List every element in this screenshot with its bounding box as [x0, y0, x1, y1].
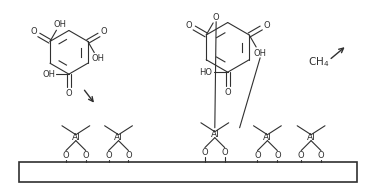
Text: O: O — [222, 148, 228, 157]
Text: O: O — [186, 21, 192, 30]
Text: OH: OH — [43, 70, 56, 79]
Text: O: O — [66, 88, 72, 97]
Text: O: O — [318, 151, 324, 160]
Text: OH: OH — [254, 49, 266, 58]
Text: O: O — [298, 151, 304, 160]
Text: O: O — [254, 151, 261, 160]
Text: O: O — [125, 151, 132, 160]
Text: OH: OH — [91, 54, 104, 63]
Text: O: O — [201, 148, 208, 157]
Text: OH: OH — [53, 20, 67, 29]
Text: O: O — [225, 88, 231, 96]
Text: Al: Al — [71, 133, 80, 142]
Text: O: O — [30, 27, 37, 36]
Text: CH$_4$: CH$_4$ — [308, 55, 330, 69]
Text: O: O — [105, 151, 112, 160]
Text: Al: Al — [211, 130, 219, 139]
Text: O: O — [101, 27, 107, 36]
Text: O: O — [63, 151, 69, 160]
Text: O: O — [213, 13, 220, 22]
Bar — [19, 163, 357, 182]
Text: Al: Al — [114, 133, 123, 142]
Text: Al: Al — [263, 133, 272, 142]
Text: O: O — [82, 151, 89, 160]
Text: O: O — [274, 151, 280, 160]
Text: Al: Al — [307, 133, 316, 142]
Text: O: O — [263, 21, 270, 30]
Text: HO: HO — [199, 68, 212, 77]
